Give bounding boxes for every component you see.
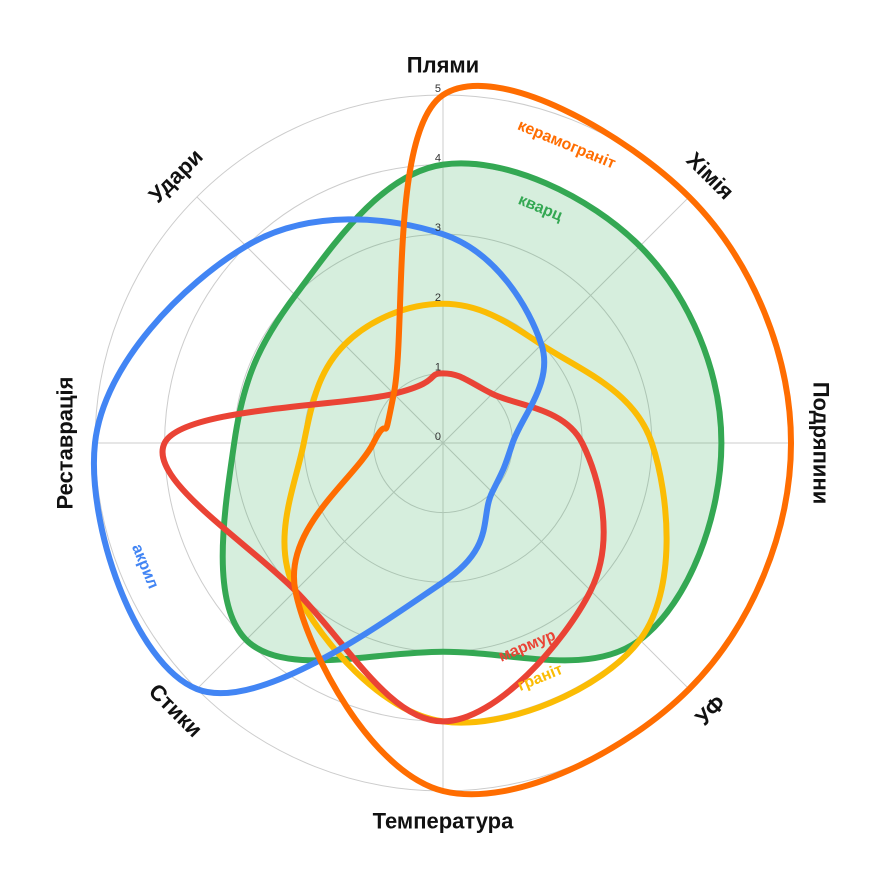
axis-spoke-4 (442, 442, 690, 690)
series-4-label: акрил (128, 542, 162, 592)
tick-label: 5 (435, 83, 441, 95)
series-1-area (222, 163, 722, 661)
axis-label: Подряпини (809, 382, 834, 505)
tick-label: 2 (435, 292, 441, 304)
series-2-label: граніт (515, 661, 565, 695)
axis-spoke-2 (442, 196, 690, 444)
fill-layer (222, 163, 722, 661)
axis-label: Температура (373, 809, 514, 834)
series-1-line (219, 160, 725, 664)
axis-label: Плями (407, 53, 479, 78)
axis-spoke-6 (196, 442, 444, 690)
tick-layer: 0 1 2 3 4 5 (435, 83, 441, 443)
tick-label: 3 (435, 222, 441, 234)
series-4-line (91, 216, 548, 697)
series-5-label: керамограніт (515, 117, 618, 173)
tick-label: 1 (435, 361, 441, 373)
series-5-line (290, 82, 794, 798)
tick-label: 4 (435, 153, 441, 165)
tick-label: 0 (435, 431, 441, 443)
line-layer (91, 82, 794, 798)
axis-label: Реставрація (53, 377, 78, 510)
series-3-line (159, 370, 607, 725)
series-2-line (281, 300, 670, 726)
axis-label: УФ (690, 690, 730, 730)
axis-spoke-8 (196, 196, 444, 444)
